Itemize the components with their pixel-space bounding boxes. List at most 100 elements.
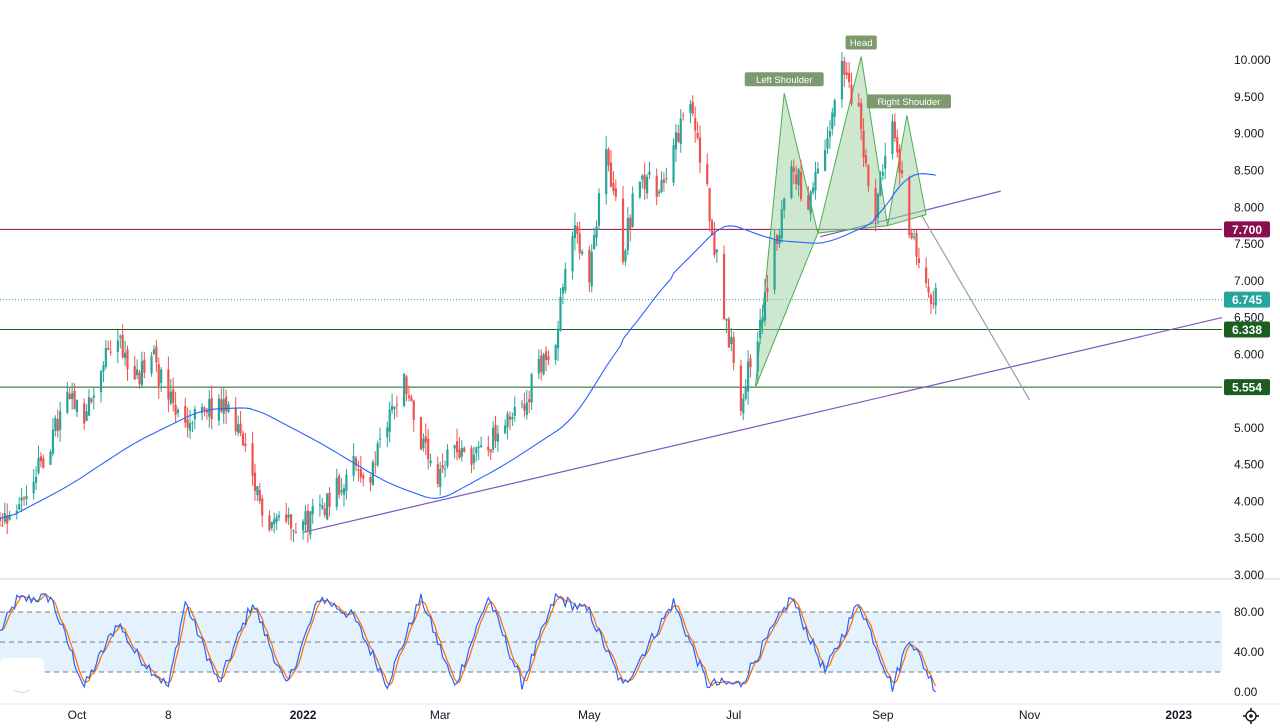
candle[interactable] — [405, 374, 408, 402]
candle[interactable] — [49, 449, 52, 465]
candle[interactable] — [15, 504, 18, 520]
candle[interactable] — [338, 473, 341, 499]
candle[interactable] — [638, 180, 641, 200]
candle[interactable] — [39, 452, 42, 468]
candle[interactable] — [443, 460, 447, 478]
candle[interactable] — [843, 56, 846, 87]
candle[interactable] — [121, 324, 124, 359]
candle[interactable] — [244, 432, 247, 452]
candle[interactable] — [354, 455, 358, 472]
trendline-3[interactable] — [920, 214, 1031, 401]
candle[interactable] — [756, 331, 759, 384]
candle[interactable] — [20, 487, 23, 513]
candle[interactable] — [797, 167, 800, 197]
pattern-label-head[interactable]: Head — [845, 35, 877, 50]
candle[interactable] — [140, 351, 144, 389]
candle[interactable] — [460, 440, 463, 462]
candle[interactable] — [304, 505, 307, 533]
candle[interactable] — [160, 367, 163, 392]
candle[interactable] — [530, 372, 533, 410]
candle[interactable] — [523, 392, 526, 418]
candle[interactable] — [184, 397, 187, 428]
candle[interactable] — [441, 453, 444, 473]
candle[interactable] — [22, 496, 26, 507]
candle[interactable] — [715, 249, 718, 263]
candle[interactable] — [593, 227, 596, 250]
candle[interactable] — [759, 308, 762, 344]
candle[interactable] — [210, 385, 213, 430]
candle[interactable] — [677, 124, 680, 143]
candle[interactable] — [708, 187, 711, 232]
candle[interactable] — [915, 229, 918, 265]
candle[interactable] — [496, 425, 500, 452]
candle[interactable] — [896, 129, 899, 158]
candle[interactable] — [309, 510, 312, 540]
candle[interactable] — [102, 361, 105, 383]
candle[interactable] — [403, 373, 406, 408]
candle[interactable] — [188, 410, 192, 440]
candle[interactable] — [910, 228, 913, 240]
candle[interactable] — [528, 390, 531, 414]
candle[interactable] — [934, 282, 937, 315]
candle[interactable] — [621, 185, 625, 265]
candle[interactable] — [475, 446, 478, 462]
candle[interactable] — [609, 150, 613, 188]
candle[interactable] — [32, 469, 35, 500]
candle[interactable] — [306, 503, 310, 543]
candle[interactable] — [85, 404, 88, 422]
candle[interactable] — [104, 340, 107, 370]
candle[interactable] — [143, 351, 146, 379]
candle[interactable] — [645, 173, 649, 199]
candle[interactable] — [270, 521, 273, 531]
candle[interactable] — [59, 401, 62, 443]
candle[interactable] — [371, 459, 374, 486]
candle[interactable] — [597, 188, 601, 230]
candle[interactable] — [258, 482, 261, 505]
candle[interactable] — [455, 428, 459, 461]
candle[interactable] — [292, 529, 295, 543]
candle[interactable] — [809, 190, 812, 222]
candle[interactable] — [848, 62, 851, 88]
candle[interactable] — [730, 327, 733, 352]
candle[interactable] — [393, 406, 396, 420]
candle[interactable] — [217, 394, 221, 426]
candle[interactable] — [879, 170, 882, 197]
candle[interactable] — [186, 407, 189, 438]
candle[interactable] — [884, 142, 887, 180]
candle[interactable] — [874, 178, 877, 232]
indicator-legend-stub[interactable] — [0, 658, 44, 698]
candle[interactable] — [694, 106, 697, 143]
candle[interactable] — [410, 394, 413, 402]
candle[interactable] — [698, 125, 702, 173]
candle[interactable] — [860, 98, 863, 141]
candle[interactable] — [795, 165, 798, 191]
candle[interactable] — [92, 387, 95, 410]
candle[interactable] — [123, 340, 127, 367]
candle[interactable] — [34, 466, 38, 490]
candle[interactable] — [359, 456, 362, 483]
candle[interactable] — [626, 207, 629, 256]
candle[interactable] — [150, 352, 153, 377]
candle[interactable] — [489, 449, 492, 461]
candle[interactable] — [828, 120, 832, 150]
candle[interactable] — [470, 445, 473, 474]
candle[interactable] — [537, 349, 540, 379]
candle[interactable] — [289, 514, 293, 541]
candle[interactable] — [126, 345, 129, 381]
candle[interactable] — [520, 400, 524, 409]
candle[interactable] — [576, 222, 579, 244]
candle[interactable] — [508, 411, 512, 431]
candle[interactable] — [193, 405, 196, 430]
candle[interactable] — [42, 454, 45, 469]
candle[interactable] — [458, 437, 461, 460]
candle[interactable] — [446, 444, 449, 469]
candle[interactable] — [607, 147, 610, 172]
candle[interactable] — [547, 350, 550, 366]
settings-gear-icon[interactable] — [1243, 708, 1259, 724]
candle[interactable] — [241, 430, 245, 446]
candle[interactable] — [427, 429, 430, 470]
candle[interactable] — [227, 401, 230, 414]
candle[interactable] — [18, 496, 21, 511]
candle[interactable] — [898, 144, 901, 185]
candle[interactable] — [732, 331, 735, 371]
